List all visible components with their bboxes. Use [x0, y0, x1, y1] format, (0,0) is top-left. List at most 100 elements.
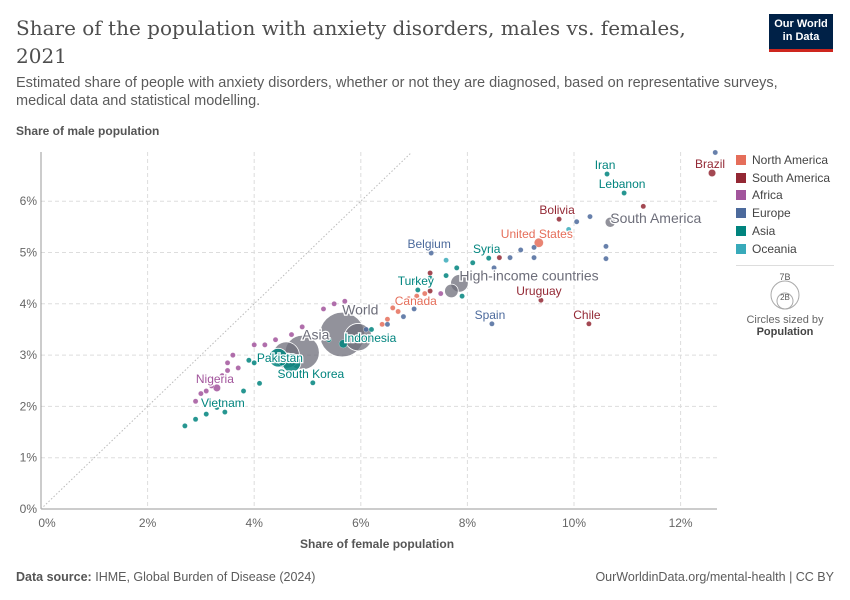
- size-legend-variable: Population: [756, 326, 814, 338]
- y-tick-label: 3%: [20, 348, 38, 362]
- point-label: Canada: [395, 294, 437, 308]
- y-tick-label: 2%: [20, 399, 38, 413]
- data-point: [640, 203, 647, 210]
- data-point: [604, 216, 616, 228]
- y-tick-label: 4%: [20, 297, 38, 311]
- data-point: [208, 383, 215, 389]
- data-point: [587, 213, 593, 220]
- point-label: South Korea: [277, 367, 344, 381]
- legend-swatch: [736, 154, 746, 165]
- data-point: [299, 324, 305, 330]
- legend-label: Africa: [752, 188, 783, 203]
- data-point: [415, 287, 421, 293]
- point-label: Nigeria: [196, 372, 234, 386]
- data-source-value[interactable]: IHME, Global Burden of Disease (2024): [95, 570, 316, 584]
- data-point: [437, 290, 444, 297]
- data-point: [708, 169, 716, 177]
- point-label: Spain: [475, 308, 506, 322]
- owid-logo[interactable]: Our World in Data: [769, 14, 833, 52]
- data-point: [534, 238, 544, 248]
- data-point: [235, 365, 241, 371]
- data-point: [603, 243, 609, 250]
- footer-url[interactable]: OurWorldinData.org/mental-health | CC BY: [595, 570, 834, 584]
- data-point: [517, 247, 524, 253]
- point-label: High-income countries: [459, 267, 598, 283]
- data-point: [288, 331, 295, 338]
- data-point: [224, 367, 231, 374]
- point-label: United States: [501, 227, 573, 241]
- data-point: [331, 301, 337, 307]
- data-point: [338, 339, 348, 349]
- size-legend-caption: Circles sized by: [746, 314, 824, 326]
- legend-swatch: [736, 190, 746, 201]
- data-point: [485, 255, 492, 261]
- data-source: Data source: IHME, Global Burden of Dise…: [16, 570, 315, 584]
- x-tick-label: 10%: [562, 516, 586, 530]
- x-tick-label: 8%: [459, 516, 477, 530]
- legend-swatch: [736, 172, 746, 183]
- legend-item[interactable]: South America: [736, 169, 830, 187]
- point-label: Uruguay: [516, 284, 561, 298]
- data-point: [192, 416, 199, 422]
- point-label: Chile: [573, 308, 601, 322]
- legend-swatch: [736, 208, 746, 219]
- point-label: Bolivia: [539, 203, 575, 217]
- point-label: Iran: [595, 158, 616, 172]
- data-point: [256, 380, 263, 387]
- size-legend-circles: 7B 2B: [770, 272, 800, 310]
- data-point: [384, 321, 391, 328]
- data-point: [491, 265, 497, 271]
- data-point: [414, 293, 420, 299]
- data-point: [262, 342, 268, 348]
- x-tick-label: 2%: [139, 516, 157, 530]
- legend-label: South America: [752, 170, 831, 185]
- data-point: [621, 190, 627, 196]
- point-label: Pakistan: [257, 351, 303, 365]
- point-label: Brazil: [695, 157, 725, 171]
- size-legend: 7B 2B Circles sized by Population: [736, 265, 834, 338]
- y-tick-label: 5%: [20, 246, 38, 260]
- data-point: [310, 380, 316, 386]
- data-point: [603, 255, 609, 262]
- point-label: Indonesia: [344, 331, 396, 345]
- point-label: South America: [610, 210, 701, 226]
- point-label: Syria: [473, 242, 501, 256]
- point-label: Vietnam: [201, 396, 245, 410]
- data-point: [489, 321, 495, 327]
- data-point: [712, 149, 718, 156]
- legend-item[interactable]: Europe: [736, 204, 830, 222]
- x-tick-label: 6%: [352, 516, 370, 530]
- size-legend-small: 2B: [780, 293, 790, 302]
- data-point: [507, 254, 513, 261]
- legend-item[interactable]: Asia: [736, 222, 830, 240]
- data-point: [565, 226, 572, 233]
- data-point: [400, 313, 407, 320]
- data-point: [384, 316, 391, 322]
- legend-item[interactable]: Oceania: [736, 240, 830, 258]
- chart-title: Share of the population with anxiety dis…: [16, 16, 686, 68]
- chart-subtitle: Estimated share of people with anxiety d…: [16, 75, 778, 109]
- data-point: [278, 372, 284, 379]
- data-point: [444, 283, 459, 299]
- legend-item[interactable]: Africa: [736, 187, 830, 205]
- point-label: Lebanon: [599, 177, 646, 191]
- data-point: [496, 254, 503, 261]
- data-point: [224, 360, 231, 366]
- data-point: [342, 298, 348, 304]
- data-point: [422, 290, 428, 297]
- data-point: [230, 352, 236, 358]
- legend-item[interactable]: North America: [736, 151, 830, 169]
- data-point: [326, 336, 332, 343]
- data-point: [203, 388, 209, 394]
- legend-swatch: [736, 243, 746, 254]
- data-point: [586, 321, 592, 327]
- data-point: [531, 254, 537, 261]
- data-point: [219, 372, 225, 379]
- data-point: [374, 334, 380, 340]
- x-tick-label: 12%: [669, 516, 693, 530]
- data-point: [428, 250, 434, 256]
- data-point: [427, 288, 433, 294]
- size-legend-big: 7B: [779, 272, 790, 282]
